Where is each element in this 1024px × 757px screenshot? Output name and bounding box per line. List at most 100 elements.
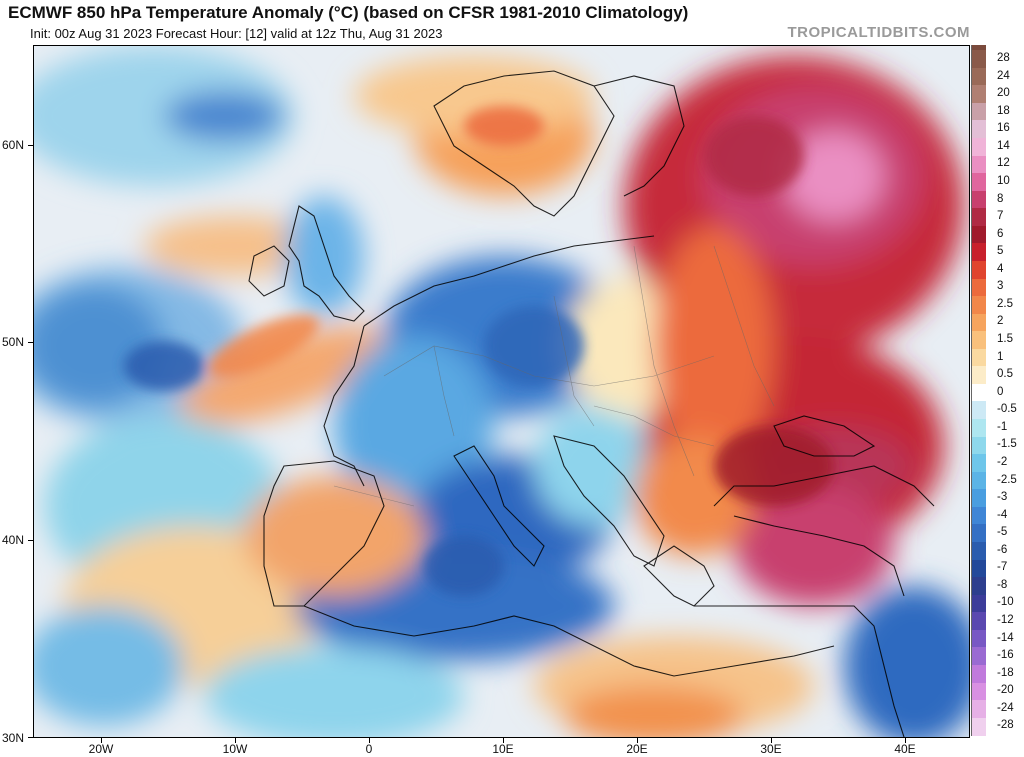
legend-label: -1.5: [997, 438, 1017, 451]
legend-swatch: [971, 682, 986, 701]
legend-label: -14: [997, 631, 1014, 644]
legend-label: -24: [997, 701, 1014, 714]
legend-swatch: [971, 50, 986, 69]
color-legend: 28 24 20 18 16 14 12 10 8 7 6 5 4 3 2.5 2 1.5 1 0.5 0 -0.5 -1…: [971, 45, 1024, 737]
legend-label: 1.5: [997, 333, 1013, 345]
legend-swatch: [971, 700, 986, 719]
lon-tick: [905, 738, 906, 743]
lon-tick: [235, 738, 236, 743]
legend-label: -2.5: [997, 473, 1017, 486]
legend-swatch: [971, 296, 986, 315]
lon-tick: [771, 738, 772, 743]
lat-label-60n: 60N: [2, 138, 25, 152]
map-title: ECMWF 850 hPa Temperature Anomaly (°C) (…: [8, 3, 689, 22]
lat-label-50n: 50N: [2, 335, 25, 349]
lat-label-40n: 40N: [2, 533, 25, 547]
legend-swatch: [971, 664, 986, 683]
legend-label: -20: [997, 684, 1014, 697]
legend-swatch: [971, 120, 986, 139]
lat-label-30n: 30N: [2, 731, 25, 745]
legend-label: -16: [997, 649, 1014, 662]
legend-swatch: [971, 313, 986, 332]
lon-label-10w: 10W: [222, 742, 248, 756]
legend-swatch: [971, 45, 986, 51]
legend-label: 24: [997, 69, 1010, 82]
legend-swatch: [971, 629, 986, 648]
legend-swatch: [971, 85, 986, 104]
legend-label: 20: [997, 87, 1010, 100]
legend-swatch: [971, 102, 986, 121]
legend-label: 28: [997, 52, 1010, 64]
lon-label-20e: 20E: [626, 742, 648, 756]
legend-label: -10: [997, 596, 1014, 609]
legend-label: -28: [997, 719, 1014, 732]
legend-label: 4: [997, 262, 1004, 275]
legend-swatch: [971, 208, 986, 227]
forecast-info: Init: 00z Aug 31 2023 Forecast Hour: [12…: [30, 26, 443, 41]
legend-swatch: [971, 559, 986, 578]
legend-swatch: [971, 436, 986, 455]
legend-label: 2.5: [997, 297, 1013, 310]
legend-swatch: [971, 260, 986, 280]
anomaly-map: [33, 45, 970, 738]
legend-label: -0.5: [997, 403, 1017, 416]
legend-swatch: [971, 155, 986, 174]
lat-tick: [28, 145, 34, 146]
legend-swatch: [971, 138, 986, 157]
legend-swatch: [971, 67, 986, 86]
legend-swatch: [971, 190, 986, 209]
legend-label: 1: [997, 350, 1004, 363]
lat-tick: [28, 342, 34, 343]
legend-label: -4: [997, 508, 1008, 521]
lat-tick: [28, 540, 34, 541]
lon-tick: [369, 738, 370, 743]
legend-swatch: [971, 647, 986, 666]
legend-label: -7: [997, 561, 1008, 574]
legend-swatch: [971, 594, 986, 613]
site-brand: TROPICALTIDBITS.COM: [787, 24, 970, 41]
legend-swatch: [971, 366, 986, 385]
legend-swatch: [971, 524, 986, 543]
legend-swatch: [971, 506, 986, 525]
lon-tick: [101, 738, 102, 743]
legend-swatch: [971, 331, 986, 350]
legend-label: -2: [997, 455, 1008, 468]
legend-swatch: [971, 401, 986, 420]
legend-swatch: [971, 489, 986, 508]
legend-label: -8: [997, 578, 1008, 591]
legend-label: 0.5: [997, 368, 1013, 381]
legend-label: 12: [997, 157, 1010, 170]
legend-swatch: [971, 243, 986, 262]
legend-swatch: [971, 419, 986, 438]
lat-tick: [28, 737, 34, 738]
legend-label: 2: [997, 315, 1004, 328]
legend-label: -12: [997, 614, 1014, 627]
legend-swatch: [971, 278, 986, 297]
legend-label: -18: [997, 666, 1014, 679]
legend-label: -1: [997, 420, 1008, 433]
lon-tick: [503, 738, 504, 743]
legend-label: 3: [997, 280, 1004, 293]
legend-label: 18: [997, 104, 1010, 117]
legend-label: 6: [997, 227, 1004, 240]
legend-swatch: [971, 348, 986, 367]
legend-label: 14: [997, 139, 1010, 152]
lon-label-30e: 30E: [760, 742, 782, 756]
legend-label: 0: [997, 385, 1004, 398]
legend-label: 16: [997, 122, 1010, 135]
anomaly-field: [34, 46, 969, 737]
legend-label: 10: [997, 174, 1010, 187]
lon-label-0: 0: [365, 742, 373, 756]
legend-label: 7: [997, 210, 1004, 223]
legend-swatch: [971, 577, 986, 596]
legend-swatch: [971, 173, 986, 192]
legend-swatch: [971, 454, 986, 473]
lon-label-20w: 20W: [88, 742, 114, 756]
lon-label-10e: 10E: [492, 742, 514, 756]
legend-label: -6: [997, 543, 1008, 556]
lon-tick: [637, 738, 638, 743]
legend-swatch: [971, 471, 986, 490]
legend-label: 8: [997, 192, 1004, 205]
legend-swatch: [971, 383, 986, 402]
legend-swatch: [971, 225, 986, 244]
